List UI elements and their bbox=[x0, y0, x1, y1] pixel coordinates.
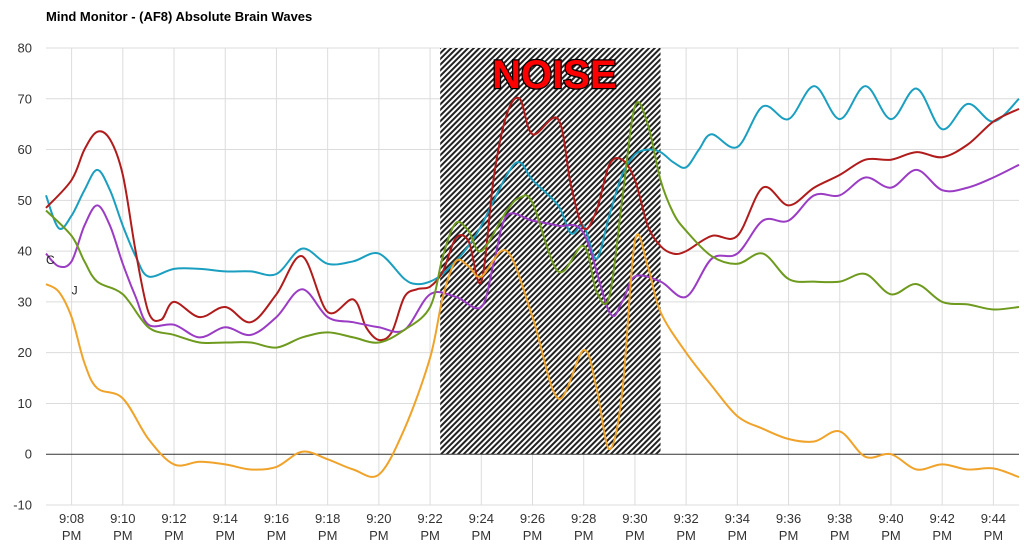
x-tick-label: 9:12 bbox=[161, 511, 186, 526]
x-tick-label: 9:38 bbox=[827, 511, 852, 526]
x-tick-label: 9:32 bbox=[673, 511, 698, 526]
x-tick-label: 9:08 bbox=[59, 511, 84, 526]
series-line-3 bbox=[45, 101, 1020, 349]
x-tick-ampm: PM bbox=[523, 528, 543, 543]
x-tick-label: 9:22 bbox=[417, 511, 442, 526]
noise-region-fill bbox=[440, 48, 661, 455]
x-tick-label: 9:16 bbox=[264, 511, 289, 526]
x-tick-label: 9:14 bbox=[213, 511, 238, 526]
annotation-label: C bbox=[46, 253, 55, 267]
x-tick-ampm: PM bbox=[215, 528, 235, 543]
x-tick-ampm: PM bbox=[676, 528, 696, 543]
x-tick-label: 9:26 bbox=[520, 511, 545, 526]
x-tick-label: 9:40 bbox=[878, 511, 903, 526]
x-tick-label: 9:18 bbox=[315, 511, 340, 526]
y-tick-label: 30 bbox=[18, 294, 32, 309]
x-tick-ampm: PM bbox=[984, 528, 1004, 543]
series-line-4 bbox=[45, 233, 1020, 479]
y-tick-label: 10 bbox=[18, 396, 32, 411]
x-tick-ampm: PM bbox=[881, 528, 901, 543]
annotation-label: J bbox=[72, 283, 78, 297]
chart-title: Mind Monitor - (AF8) Absolute Brain Wave… bbox=[46, 9, 313, 24]
x-tick-ampm: PM bbox=[318, 528, 338, 543]
x-tick-ampm: PM bbox=[420, 528, 440, 543]
x-tick-label: 9:28 bbox=[571, 511, 596, 526]
x-tick-ampm: PM bbox=[625, 528, 645, 543]
y-tick-label: 60 bbox=[18, 142, 32, 157]
x-tick-label: 9:20 bbox=[366, 511, 391, 526]
series-line-1 bbox=[45, 96, 1020, 342]
series-line-0 bbox=[45, 85, 1020, 286]
y-tick-label: 0 bbox=[25, 447, 32, 462]
y-tick-label: 40 bbox=[18, 244, 32, 259]
x-tick-ampm: PM bbox=[164, 528, 184, 543]
y-tick-label: -10 bbox=[13, 498, 32, 513]
x-tick-ampm: PM bbox=[574, 528, 594, 543]
x-tick-ampm: PM bbox=[932, 528, 952, 543]
y-tick-label: 20 bbox=[18, 345, 32, 360]
x-tick-label: 9:34 bbox=[725, 511, 750, 526]
x-tick-ampm: PM bbox=[62, 528, 82, 543]
y-tick-label: 50 bbox=[18, 193, 32, 208]
x-tick-ampm: PM bbox=[830, 528, 850, 543]
y-tick-label: 70 bbox=[18, 91, 32, 106]
x-tick-label: 9:24 bbox=[469, 511, 494, 526]
x-tick-label: 9:36 bbox=[776, 511, 801, 526]
x-tick-ampm: PM bbox=[369, 528, 389, 543]
y-tick-label: 80 bbox=[18, 41, 32, 56]
x-tick-label: 9:44 bbox=[981, 511, 1006, 526]
x-tick-ampm: PM bbox=[472, 528, 492, 543]
x-tick-label: 9:10 bbox=[110, 511, 135, 526]
x-tick-label: 9:30 bbox=[622, 511, 647, 526]
x-tick-label: 9:42 bbox=[930, 511, 955, 526]
x-tick-ampm: PM bbox=[113, 528, 133, 543]
x-tick-ampm: PM bbox=[779, 528, 799, 543]
noise-label: NOISE bbox=[492, 53, 616, 97]
x-tick-ampm: PM bbox=[267, 528, 287, 543]
series-line-2 bbox=[45, 163, 1020, 339]
x-tick-ampm: PM bbox=[728, 528, 748, 543]
